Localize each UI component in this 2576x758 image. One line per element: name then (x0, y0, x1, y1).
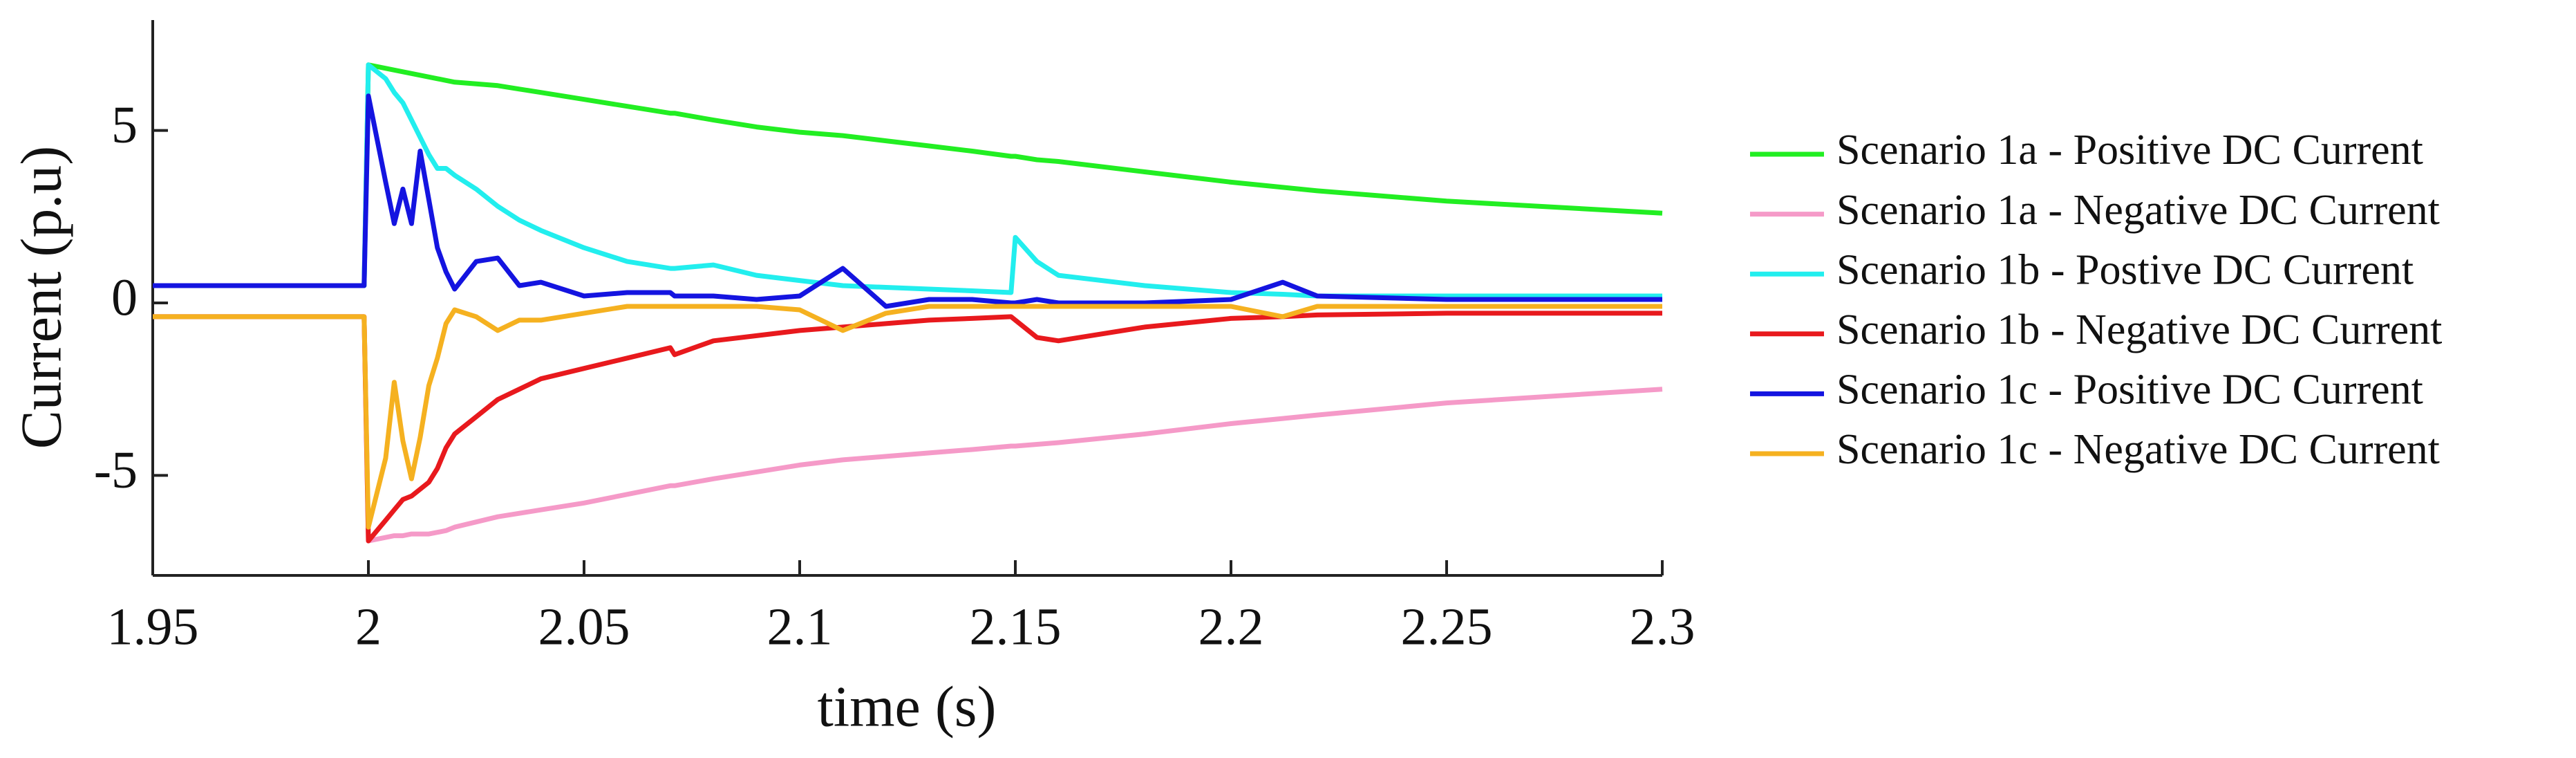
series-line (153, 314, 1663, 544)
x-axis-label: time (s) (818, 674, 997, 739)
legend-label: Scenario 1b - Negative DC Current (1836, 306, 2442, 353)
x-tick-label: 1.95 (107, 598, 199, 656)
series-line (153, 62, 1662, 299)
y-axis-label: Current (p.u) (9, 146, 73, 450)
legend-label: Scenario 1c - Positive DC Current (1836, 367, 2423, 414)
x-tick-label: 2.2 (1198, 598, 1264, 656)
y-tick-label: 5 (111, 96, 138, 154)
x-tick-label: 2.15 (970, 598, 1062, 656)
y-tick-label: 0 (111, 268, 138, 326)
x-tick-label: 2.1 (767, 598, 833, 656)
series-line (153, 311, 1662, 544)
series-line (153, 62, 1663, 288)
x-tick-label: 2.05 (538, 598, 630, 656)
x-tick-label: 2 (355, 598, 382, 656)
x-tick-label: 2.3 (1630, 598, 1695, 656)
legend-label: Scenario 1a - Positive DC Current (1836, 127, 2423, 174)
y-tick-label: -5 (94, 441, 138, 499)
legend-label: Scenario 1c - Negative DC Current (1836, 426, 2440, 473)
legend-label: Scenario 1a - Negative DC Current (1836, 187, 2440, 234)
series-line (153, 304, 1662, 530)
series-line (153, 93, 1662, 309)
x-tick-label: 2.25 (1401, 598, 1493, 656)
legend-label: Scenario 1b - Postive DC Current (1836, 246, 2414, 293)
